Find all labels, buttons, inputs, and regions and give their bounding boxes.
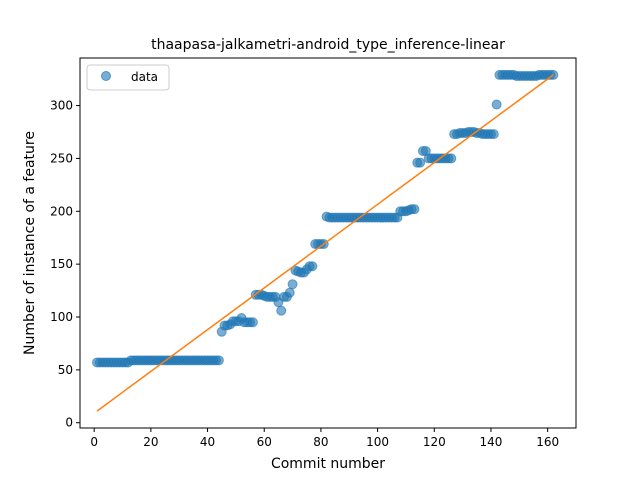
data-point: [284, 287, 295, 298]
data-point: [287, 279, 298, 290]
x-tick-label: 0: [90, 435, 98, 449]
x-tick-label: 40: [200, 435, 215, 449]
legend: data: [86, 64, 170, 91]
data-point: [247, 317, 258, 328]
data-point: [276, 305, 287, 316]
data-point: [446, 153, 457, 164]
y-axis-label: Number of instance of a feature: [22, 131, 38, 355]
x-tick-label: 160: [536, 435, 559, 449]
x-tick-label: 20: [143, 435, 158, 449]
x-axis-label: Commit number: [271, 456, 385, 472]
data-point: [409, 204, 420, 215]
data-point: [491, 99, 502, 110]
chart-title: thaapasa-jalkametri-android_type_inferen…: [151, 37, 505, 53]
x-tick-label: 100: [366, 435, 389, 449]
data-point: [415, 157, 426, 168]
legend-marker: [101, 71, 111, 81]
y-tick-label: 300: [50, 99, 73, 113]
x-tick-label: 140: [480, 435, 503, 449]
x-tick-label: 120: [423, 435, 446, 449]
y-axis: 0 50 100 150 200 250 300: [50, 99, 80, 430]
x-tick-label: 60: [257, 435, 272, 449]
data-point: [307, 261, 318, 272]
data-point: [488, 129, 499, 140]
data-point: [213, 355, 224, 366]
y-tick-label: 50: [58, 363, 73, 377]
y-tick-label: 0: [65, 416, 73, 430]
legend-label-data: data: [131, 70, 158, 84]
x-tick-label: 80: [313, 435, 328, 449]
y-tick-label: 200: [50, 204, 73, 218]
y-tick-label: 100: [50, 310, 73, 324]
plot-area: [92, 69, 559, 412]
x-axis: 0 20 40 60 80 100 120 140 160: [90, 428, 559, 449]
fit-line: [96, 74, 554, 412]
y-tick-label: 150: [50, 257, 73, 271]
plot-frame: [79, 57, 577, 429]
y-tick-label: 250: [50, 151, 73, 165]
